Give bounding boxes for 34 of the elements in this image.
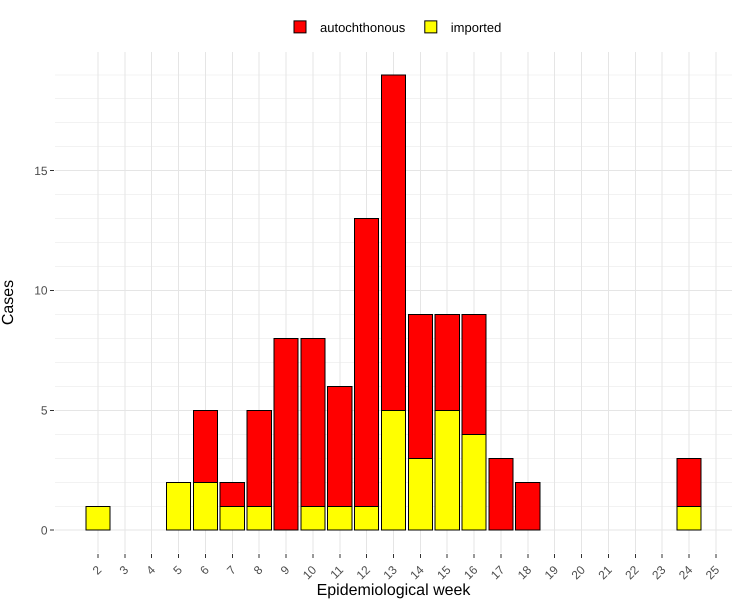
x-tick-label: 15 — [434, 562, 454, 582]
y-tick-label: 5 — [40, 404, 48, 418]
y-tick-label: 10 — [34, 284, 48, 298]
x-tick-label: 9 — [278, 562, 293, 578]
x-tick-label: 11 — [327, 562, 346, 582]
x-tick-label: 16 — [461, 562, 481, 582]
x-axis-title: Epidemiological week — [316, 582, 472, 600]
x-tick-label: 18 — [514, 562, 534, 582]
x-tick-label: 10 — [300, 562, 320, 582]
x-tick-label: 13 — [380, 562, 400, 582]
x-tick-label: 21 — [595, 562, 616, 582]
bar — [85, 506, 111, 531]
x-tick-label: 23 — [649, 562, 669, 582]
y-axis-title: Cases — [0, 280, 17, 326]
legend-label: autochthonous — [320, 20, 406, 35]
x-tick-label: 4 — [143, 562, 158, 578]
x-tick-label: 8 — [250, 562, 266, 578]
x-tick-label: 6 — [197, 562, 212, 578]
x-tick-label: 17 — [488, 562, 508, 582]
x-tick-label: 20 — [568, 562, 588, 582]
y-tick-label: 0 — [40, 523, 48, 538]
x-tick-label: 2 — [90, 562, 105, 578]
x-tick-label: 22 — [622, 562, 642, 582]
x-tick-label: 12 — [354, 562, 374, 582]
x-tick-label: 7 — [224, 562, 239, 578]
x-tick-label: 25 — [702, 562, 722, 582]
x-tick-label: 3 — [116, 562, 132, 578]
x-tick-label: 24 — [676, 562, 696, 582]
x-tick-label: 19 — [542, 562, 562, 582]
bar — [166, 482, 192, 531]
x-tick-label: 5 — [170, 562, 186, 578]
x-tick-label: 14 — [407, 562, 427, 582]
legend-label: imported — [450, 20, 502, 35]
y-tick-label: 15 — [34, 164, 48, 178]
